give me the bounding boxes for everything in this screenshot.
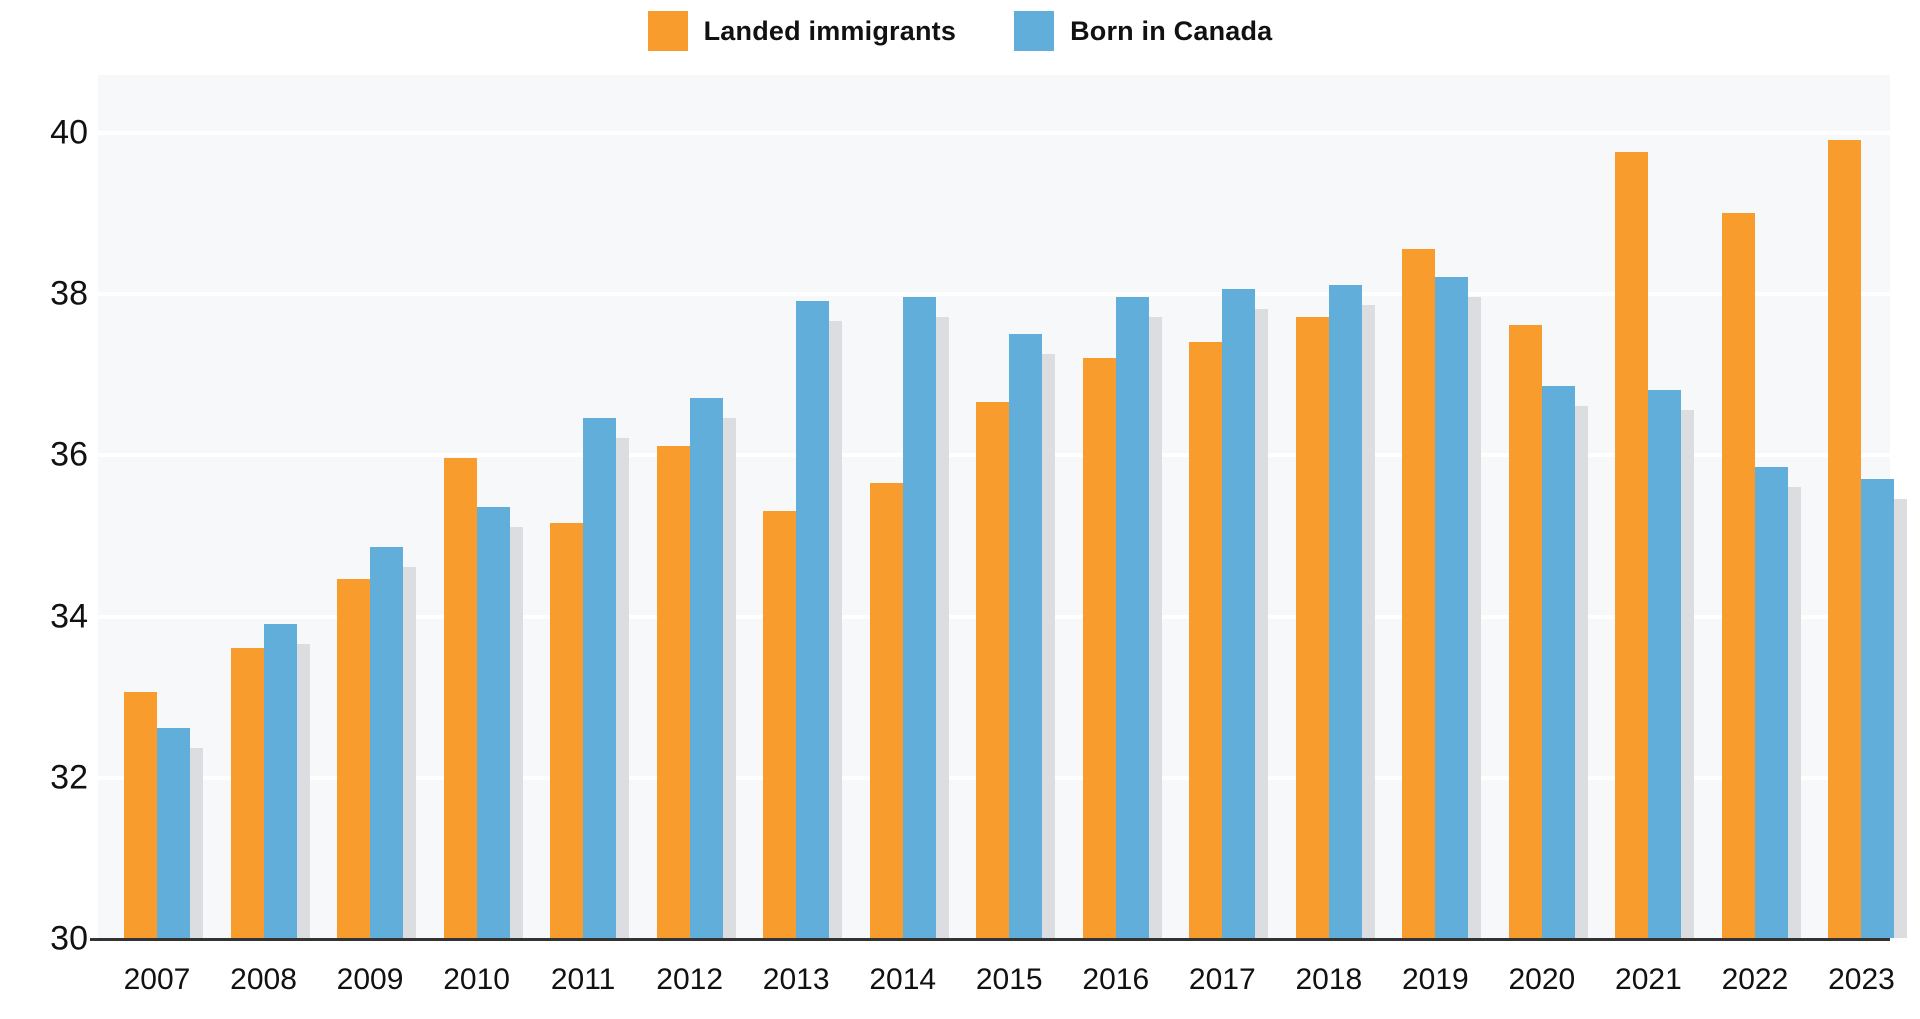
x-tick-label-2015: 2015: [975, 963, 1043, 996]
bar-shadow: [1255, 309, 1269, 938]
bar-2015-landed-immigrants: [976, 402, 1010, 938]
bar-shadow: [509, 526, 523, 938]
x-tick-label-2010: 2010: [443, 963, 510, 996]
bar-2013-landed-immigrants: [763, 510, 797, 938]
x-tick-label-2012: 2012: [656, 963, 724, 996]
bar-shadow: [1574, 405, 1588, 938]
legend-label: Born in Canada: [1070, 15, 1273, 46]
bar-2007-born-in-canada: [157, 728, 190, 938]
x-tick-label-2020: 2020: [1508, 963, 1576, 996]
bar-2022-landed-immigrants: [1721, 212, 1755, 938]
y-tick-label-36: 36: [50, 435, 88, 474]
bar-shadow: [829, 321, 843, 938]
bar-2022-born-in-canada: [1754, 466, 1788, 938]
bar-2016-born-in-canada: [1115, 297, 1149, 938]
bar-shadow: [1787, 486, 1801, 938]
bar-2016-landed-immigrants: [1082, 357, 1116, 938]
legend-label: Landed immigrants: [703, 15, 957, 46]
bar-2009-landed-immigrants: [337, 579, 371, 938]
bar-2017-born-in-canada: [1222, 289, 1256, 938]
bar-shadow: [1894, 498, 1908, 938]
bar-shadow: [190, 748, 203, 938]
x-tick-label-2023: 2023: [1828, 963, 1895, 996]
bar-shadow: [935, 317, 949, 938]
bar-2020-born-in-canada: [1541, 385, 1575, 938]
x-tick-label-2017: 2017: [1188, 963, 1256, 996]
x-tick-label-2022: 2022: [1721, 963, 1789, 996]
bar-2021-born-in-canada: [1648, 389, 1682, 938]
x-tick-label-2008: 2008: [230, 963, 297, 996]
y-tick-label-40: 40: [50, 113, 88, 152]
x-tick-label-2007: 2007: [123, 963, 191, 996]
bar-2010-landed-immigrants: [443, 458, 477, 938]
bar-2023-landed-immigrants: [1828, 140, 1862, 938]
gridline-40: [98, 131, 1890, 135]
y-tick-label-34: 34: [50, 597, 88, 636]
x-tick-label-2021: 2021: [1615, 963, 1682, 996]
bar-2012-landed-immigrants: [656, 446, 690, 938]
bar-shadow: [1681, 409, 1695, 938]
bar-shadow: [1042, 353, 1056, 938]
bar-2008-born-in-canada: [263, 623, 297, 938]
bar-2017-landed-immigrants: [1189, 341, 1223, 938]
bar-2014-born-in-canada: [902, 297, 936, 938]
bar-shadow: [403, 567, 417, 938]
bar-2021-landed-immigrants: [1615, 152, 1649, 938]
bar-2015-born-in-canada: [1009, 333, 1043, 938]
legend-item-landed-immigrants: Landed immigrants: [647, 11, 957, 51]
gridline-38: [98, 292, 1890, 297]
bar-2014-landed-immigrants: [869, 482, 903, 938]
bar-2018-landed-immigrants: [1295, 317, 1329, 938]
bar-2012-born-in-canada: [689, 397, 723, 938]
plot-area: [90, 75, 1908, 941]
bar-2013-born-in-canada: [796, 301, 830, 938]
legend-item-born-in-canada: Born in Canada: [1014, 11, 1272, 51]
y-tick-label-32: 32: [50, 758, 88, 797]
x-tick-label-2014: 2014: [869, 963, 937, 996]
x-tick-label-2016: 2016: [1082, 963, 1150, 996]
bar-shadow: [1148, 317, 1162, 938]
x-axis-baseline: [90, 938, 1890, 941]
chart-legend: Landed immigrants Born in Canada: [0, 8, 1920, 54]
bar-2019-born-in-canada: [1435, 277, 1469, 938]
bar-2018-born-in-canada: [1328, 285, 1362, 938]
bar-shadow: [1468, 297, 1482, 938]
bar-2009-born-in-canada: [370, 547, 404, 938]
x-tick-label-2019: 2019: [1401, 963, 1469, 996]
bar-2008-landed-immigrants: [230, 647, 264, 938]
x-tick-label-2018: 2018: [1295, 963, 1363, 996]
bar-shadow: [296, 643, 310, 938]
bar-2023-born-in-canada: [1861, 478, 1895, 938]
x-tick-label-2011: 2011: [550, 963, 616, 996]
bar-shadow: [1361, 305, 1375, 938]
bar-2011-born-in-canada: [583, 418, 617, 938]
bar-2007-landed-immigrants: [124, 692, 157, 938]
bar-2011-landed-immigrants: [550, 522, 584, 938]
bar-shadow: [616, 438, 630, 938]
bar-2020-landed-immigrants: [1508, 325, 1542, 938]
x-tick-label-2009: 2009: [336, 963, 404, 996]
y-tick-label-38: 38: [50, 274, 88, 313]
bar-2010-born-in-canada: [476, 506, 510, 938]
x-tick-label-2013: 2013: [762, 963, 830, 996]
legend-swatch-orange-icon: [647, 11, 688, 51]
legend-swatch-blue-icon: [1014, 11, 1055, 51]
y-tick-label-30: 30: [50, 919, 88, 958]
bar-shadow: [722, 417, 736, 938]
bar-2019-landed-immigrants: [1402, 248, 1436, 938]
